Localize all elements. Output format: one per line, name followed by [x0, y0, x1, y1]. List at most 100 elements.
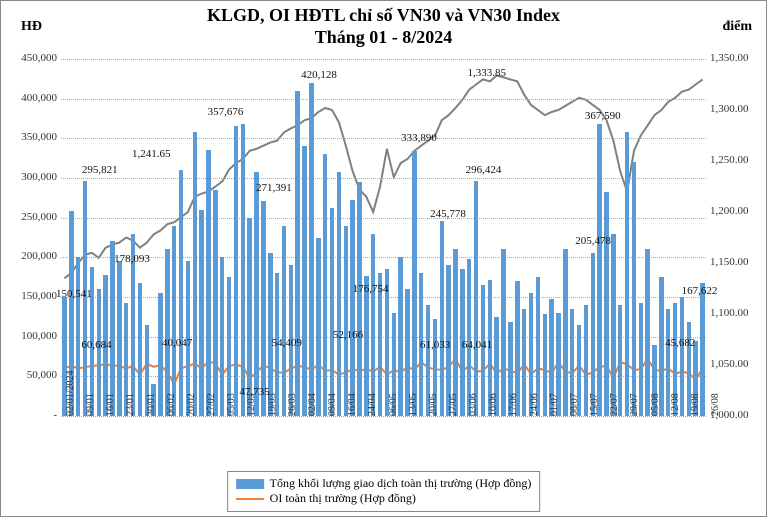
data-label: 60,684 — [81, 339, 111, 351]
xtick: 16/04 — [347, 393, 358, 416]
y-axis-right-label: điểm — [722, 19, 752, 35]
volume-bar — [234, 126, 238, 416]
volume-bar — [337, 172, 341, 416]
ytick-left: 150,000 — [7, 290, 61, 302]
data-label: 1,241.65 — [132, 148, 171, 160]
xtick: 20/02 — [186, 393, 197, 416]
volume-bar — [597, 124, 601, 416]
volume-bar — [543, 314, 547, 416]
volume-bar — [199, 210, 203, 416]
xtick: 05/03 — [226, 393, 237, 416]
data-label: 178,093 — [114, 253, 150, 265]
xtick: 15/07 — [589, 393, 600, 416]
data-label: 367,590 — [585, 110, 621, 122]
volume-bar — [440, 221, 444, 416]
volume-bar — [193, 132, 197, 416]
legend: Tổng khối lượng giao dịch toàn thị trườn… — [227, 471, 541, 512]
ytick-right: 1,100.00 — [706, 307, 760, 319]
data-label: 420,128 — [301, 69, 337, 81]
chart-title: KLGD, OI HĐTL chỉ số VN30 và VN30 Index … — [1, 5, 766, 48]
volume-bar — [344, 226, 348, 416]
legend-item-oi: OI toàn thị trường (Hợp đồng) — [236, 491, 532, 507]
volume-bar — [330, 208, 334, 416]
data-label: 296,424 — [466, 164, 502, 176]
xtick: 16/01 — [105, 393, 116, 416]
data-label: 295,821 — [82, 164, 118, 176]
xtick: 22/07 — [609, 393, 620, 416]
ytick-left: 400,000 — [7, 92, 61, 104]
volume-bar — [398, 257, 402, 416]
volume-bar — [632, 162, 636, 416]
xtick: 10/06 — [488, 393, 499, 416]
xtick: 03/06 — [468, 393, 479, 416]
volume-bar — [357, 182, 361, 416]
xtick: 27/05 — [448, 393, 459, 416]
volume-bar — [645, 249, 649, 416]
xtick: 24/04 — [367, 393, 378, 416]
volume-bar — [206, 150, 210, 416]
data-label: 54,409 — [272, 337, 302, 349]
volume-bar — [309, 83, 313, 416]
data-label: 357,676 — [208, 106, 244, 118]
data-label: 45,682 — [665, 337, 695, 349]
volume-bar — [522, 309, 526, 416]
legend-item-volume: Tổng khối lượng giao dịch toàn thị trườn… — [236, 476, 532, 492]
chart-container: KLGD, OI HĐTL chỉ số VN30 và VN30 Index … — [0, 0, 767, 517]
volume-bar — [158, 293, 162, 416]
ytick-left: 350,000 — [7, 131, 61, 143]
ytick-right: 1,300.00 — [706, 103, 760, 115]
volume-bar — [563, 249, 567, 416]
data-label: 64,041 — [462, 339, 492, 351]
volume-bar — [625, 132, 629, 416]
xtick: 23/01 — [125, 393, 136, 416]
data-label: 47,735 — [239, 386, 269, 398]
ytick-left: 200,000 — [7, 250, 61, 262]
volume-bar — [117, 261, 121, 416]
volume-bar — [295, 91, 299, 416]
data-label: 1,333.85 — [467, 67, 506, 79]
ytick-left: 50,000 — [7, 369, 61, 381]
volume-bar — [474, 181, 478, 416]
volume-bar — [97, 289, 101, 416]
volume-bar — [611, 234, 615, 416]
ytick-right: 1,150.00 — [706, 256, 760, 268]
ytick-left: 450,000 — [7, 52, 61, 64]
xtick: 02/01/2024 — [65, 370, 76, 416]
volume-bar — [453, 249, 457, 416]
legend-swatch-line-icon — [236, 498, 264, 500]
volume-bar — [172, 226, 176, 416]
data-label: 176,754 — [353, 283, 389, 295]
data-label: 40,047 — [162, 337, 192, 349]
volume-bar — [591, 253, 595, 416]
title-line1: KLGD, OI HĐTL chỉ số VN30 và VN30 Index — [207, 5, 560, 25]
xtick: 12/08 — [670, 393, 681, 416]
volume-bar — [302, 146, 306, 416]
xtick: 05/08 — [650, 393, 661, 416]
legend-swatch-bar-icon — [236, 479, 264, 489]
xtick: 30/01 — [146, 393, 157, 416]
xtick: 26/08 — [710, 393, 721, 416]
data-label: 205,478 — [575, 235, 611, 247]
xtick: 19/08 — [690, 393, 701, 416]
volume-bar — [371, 234, 375, 416]
volume-bar — [213, 190, 217, 416]
legend-label-oi: OI toàn thị trường (Hợp đồng) — [270, 491, 416, 507]
volume-bar — [76, 257, 80, 416]
volume-bar — [241, 124, 245, 416]
ytick-right: 1,350.00 — [706, 52, 760, 64]
volume-bar — [138, 283, 142, 416]
data-label: 167,622 — [682, 285, 718, 297]
xtick: 26/03 — [287, 393, 298, 416]
data-label: 271,391 — [256, 182, 292, 194]
volume-bar — [501, 249, 505, 416]
ytick-left: 300,000 — [7, 171, 61, 183]
volume-bar — [254, 172, 258, 416]
xtick: 27/02 — [206, 393, 217, 416]
xtick: 08/07 — [569, 393, 580, 416]
volume-bar — [604, 192, 608, 416]
xtick: 24/06 — [529, 393, 540, 416]
xtick: 06/05 — [388, 393, 399, 416]
xtick: 02/04 — [307, 393, 318, 416]
ytick-right: 1,050.00 — [706, 358, 760, 370]
volume-bar — [165, 249, 169, 416]
